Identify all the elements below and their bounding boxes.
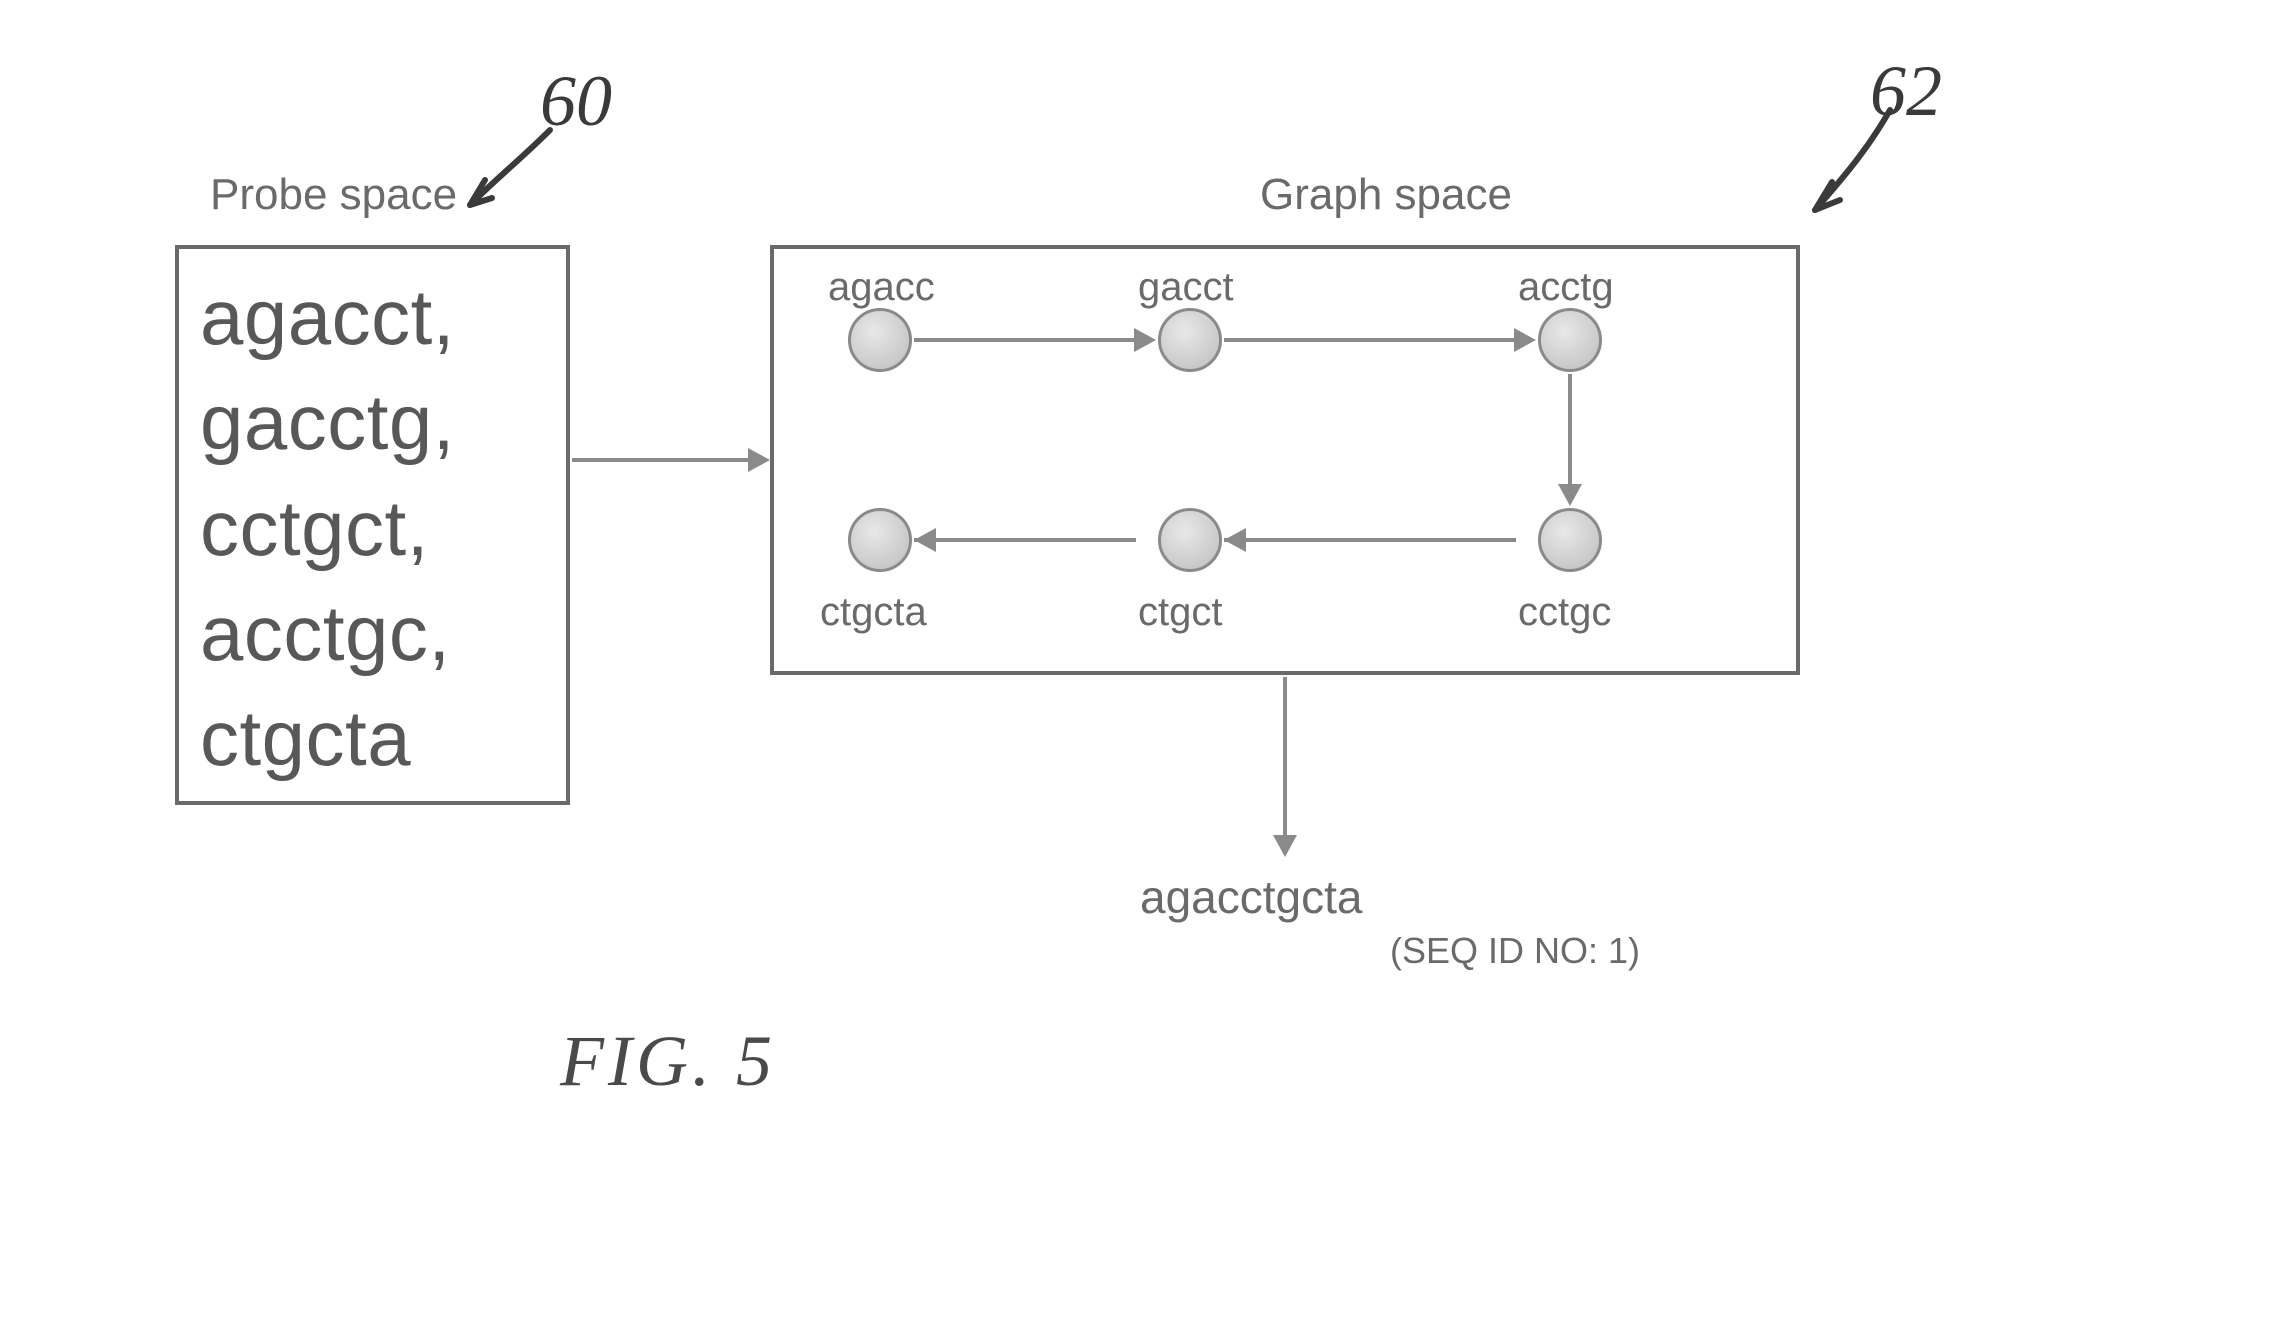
annotation-60-arrow bbox=[430, 120, 600, 240]
graph-node-label: acctg bbox=[1518, 265, 1614, 310]
graph-to-result-arrow bbox=[1283, 677, 1287, 837]
graph-edge bbox=[1568, 374, 1572, 486]
probe-to-graph-arrowhead bbox=[748, 448, 770, 472]
graph-node-label: gacct bbox=[1138, 265, 1234, 310]
probe-item: gacctg, bbox=[200, 370, 455, 475]
graph-edge-arrowhead bbox=[914, 528, 936, 552]
graph-edge bbox=[1224, 538, 1516, 542]
graph-node bbox=[1158, 508, 1222, 572]
graph-edge-arrowhead bbox=[1134, 328, 1156, 352]
probe-item: acctgc, bbox=[200, 581, 455, 686]
probe-list: agacct, gacctg, cctgct, acctgc, ctgcta bbox=[200, 265, 455, 791]
graph-edge-arrowhead bbox=[1224, 528, 1246, 552]
graph-node-label: agacc bbox=[828, 265, 935, 310]
graph-edge bbox=[914, 338, 1136, 342]
figure-caption: FIG. 5 bbox=[560, 1020, 776, 1103]
graph-edge bbox=[914, 538, 1136, 542]
graph-space-title: Graph space bbox=[1260, 170, 1512, 220]
graph-edge bbox=[1224, 338, 1516, 342]
graph-node-label: ctgcta bbox=[820, 590, 927, 635]
probe-to-graph-arrow bbox=[572, 458, 750, 462]
probe-space-title: Probe space bbox=[210, 170, 457, 220]
graph-node bbox=[848, 308, 912, 372]
probe-item: cctgct, bbox=[200, 476, 455, 581]
probe-item: agacct, bbox=[200, 265, 455, 370]
graph-node bbox=[848, 508, 912, 572]
graph-node-label: cctgc bbox=[1518, 590, 1611, 635]
graph-edge-arrowhead bbox=[1514, 328, 1536, 352]
graph-to-result-arrowhead bbox=[1273, 835, 1297, 857]
annotation-62-arrow bbox=[1780, 100, 1950, 240]
result-seq-id: (SEQ ID NO: 1) bbox=[1390, 930, 1640, 972]
graph-node-label: ctgct bbox=[1138, 590, 1222, 635]
graph-node bbox=[1158, 308, 1222, 372]
result-sequence: agacctgcta bbox=[1140, 870, 1362, 924]
graph-node bbox=[1538, 308, 1602, 372]
graph-edge-arrowhead bbox=[1558, 484, 1582, 506]
graph-node bbox=[1538, 508, 1602, 572]
probe-item: ctgcta bbox=[200, 686, 455, 791]
